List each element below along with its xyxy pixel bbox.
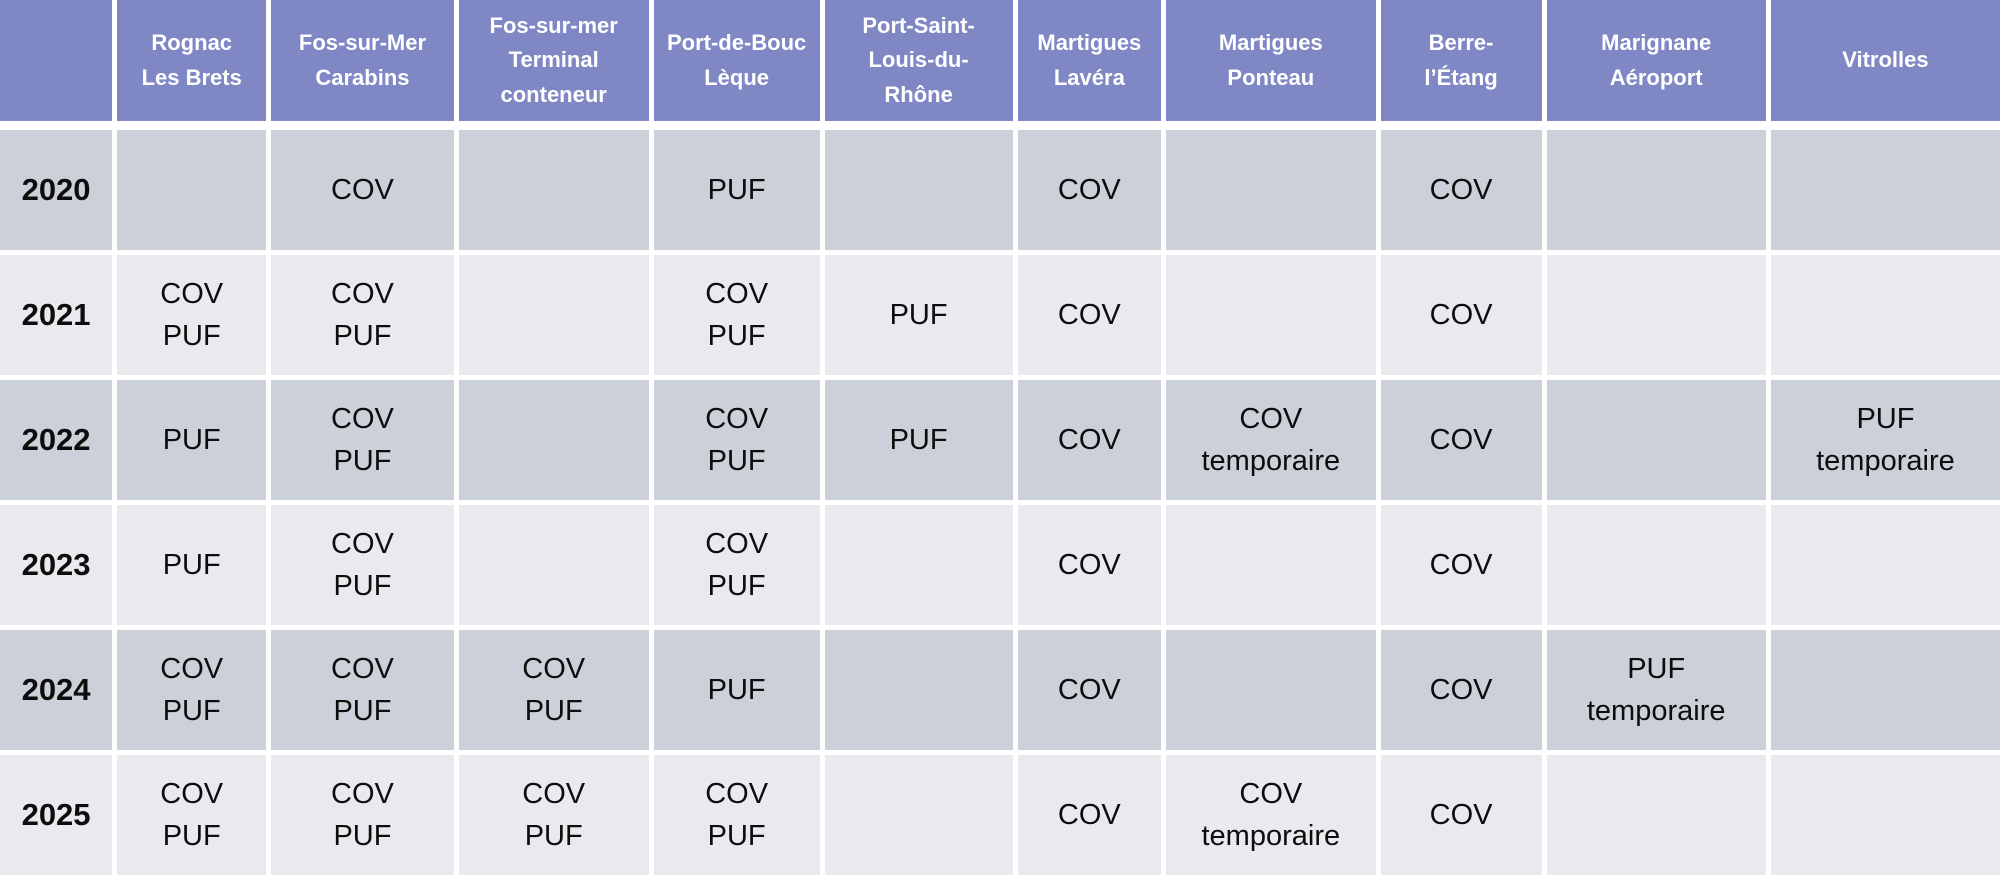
table-cell: COV xyxy=(1380,755,1542,875)
table-cell: COV xyxy=(1017,255,1161,375)
table-cell xyxy=(117,130,267,250)
table-header-row: Rognac Les Brets Fos-sur-Mer Carabins Fos-… xyxy=(0,0,2000,121)
table-row: 2022 PUF COV PUF COV PUF PUF COV COV temporair… xyxy=(0,380,2000,500)
table-cell: COV PUF xyxy=(117,755,267,875)
table-cell: COV PUF xyxy=(117,255,267,375)
table-cell: COV PUF xyxy=(271,255,454,375)
table-cell xyxy=(824,130,1013,250)
table-cell: PUF xyxy=(117,380,267,500)
table-cell xyxy=(1166,505,1376,625)
year-cell: 2024 xyxy=(0,630,113,750)
table-cell: COV xyxy=(1017,630,1161,750)
table-cell xyxy=(824,755,1013,875)
table-cell: COV xyxy=(1017,130,1161,250)
table-cell: COV xyxy=(1380,505,1542,625)
column-header: Vitrolles xyxy=(1770,0,2000,121)
table-cell: COV xyxy=(1017,505,1161,625)
column-header: Port-de-Bouc Lèque xyxy=(653,0,820,121)
table-cell xyxy=(458,505,649,625)
table-row: 2025 COV PUF COV PUF COV PUF COV PUF COV COV t… xyxy=(0,755,2000,875)
table-cell: PUF xyxy=(653,630,820,750)
table-cell: COV PUF xyxy=(271,630,454,750)
table-cell xyxy=(1546,130,1766,250)
table-cell xyxy=(1166,630,1376,750)
table-cell: PUF xyxy=(824,255,1013,375)
column-header: Port-Saint- Louis-du- Rhône xyxy=(824,0,1013,121)
table-cell: COV xyxy=(1380,255,1542,375)
table-cell xyxy=(1546,505,1766,625)
table-cell: PUF temporaire xyxy=(1546,630,1766,750)
table-cell xyxy=(1770,505,2000,625)
table-cell xyxy=(824,505,1013,625)
table-cell: PUF xyxy=(117,505,267,625)
table-row: 2020 COV PUF COV COV xyxy=(0,130,2000,250)
table-cell: PUF xyxy=(824,380,1013,500)
table-row: 2024 COV PUF COV PUF COV PUF PUF COV COV PUF te… xyxy=(0,630,2000,750)
table-cell: COV PUF xyxy=(271,755,454,875)
column-header: Martigues Lavéra xyxy=(1017,0,1161,121)
table-cell: COV xyxy=(1380,380,1542,500)
table-cell: COV PUF xyxy=(653,380,820,500)
table-cell xyxy=(1770,755,2000,875)
table-row: 2023 PUF COV PUF COV PUF COV COV xyxy=(0,505,2000,625)
table-cell xyxy=(1546,755,1766,875)
column-header: Marignane Aéroport xyxy=(1546,0,1766,121)
table-cell: COV PUF xyxy=(271,505,454,625)
table-cell: COV xyxy=(1017,755,1161,875)
column-header: Berre- l’Étang xyxy=(1380,0,1542,121)
column-header: Fos-sur-mer Terminal conteneur xyxy=(458,0,649,121)
year-cell: 2025 xyxy=(0,755,113,875)
table-cell: COV PUF xyxy=(653,755,820,875)
column-header: Martigues Ponteau xyxy=(1166,0,1376,121)
table-cell xyxy=(1770,630,2000,750)
table-cell xyxy=(1770,130,2000,250)
table-cell xyxy=(458,130,649,250)
column-header: Rognac Les Brets xyxy=(117,0,267,121)
table-cell: COV PUF xyxy=(458,755,649,875)
table-cell: COV temporaire xyxy=(1166,755,1376,875)
table-cell: PUF xyxy=(653,130,820,250)
table-row: 2021 COV PUF COV PUF COV PUF PUF COV COV xyxy=(0,255,2000,375)
table-cell: COV PUF xyxy=(653,255,820,375)
table-cell: PUF temporaire xyxy=(1770,380,2000,500)
table-cell xyxy=(458,255,649,375)
table-cell xyxy=(458,380,649,500)
year-cell: 2020 xyxy=(0,130,113,250)
table-cell: COV PUF xyxy=(117,630,267,750)
table-cell xyxy=(1546,380,1766,500)
year-cell: 2023 xyxy=(0,505,113,625)
table-cell: COV xyxy=(1380,130,1542,250)
header-corner-cell xyxy=(0,0,113,121)
table-cell: COV xyxy=(271,130,454,250)
table-body: 2020 COV PUF COV COV 2021 COV PUF COV PUF COV PU… xyxy=(0,130,2000,875)
year-cell: 2022 xyxy=(0,380,113,500)
table-cell: COV xyxy=(1380,630,1542,750)
table-cell: COV PUF xyxy=(458,630,649,750)
column-header: Fos-sur-Mer Carabins xyxy=(271,0,454,121)
table-cell xyxy=(1546,255,1766,375)
table-cell xyxy=(1770,255,2000,375)
table-cell: COV temporaire xyxy=(1166,380,1376,500)
table-cell xyxy=(824,630,1013,750)
table-cell xyxy=(1166,255,1376,375)
year-cell: 2021 xyxy=(0,255,113,375)
table-cell: COV xyxy=(1017,380,1161,500)
table-cell: COV PUF xyxy=(271,380,454,500)
table-cell: COV PUF xyxy=(653,505,820,625)
table-cell xyxy=(1166,130,1376,250)
